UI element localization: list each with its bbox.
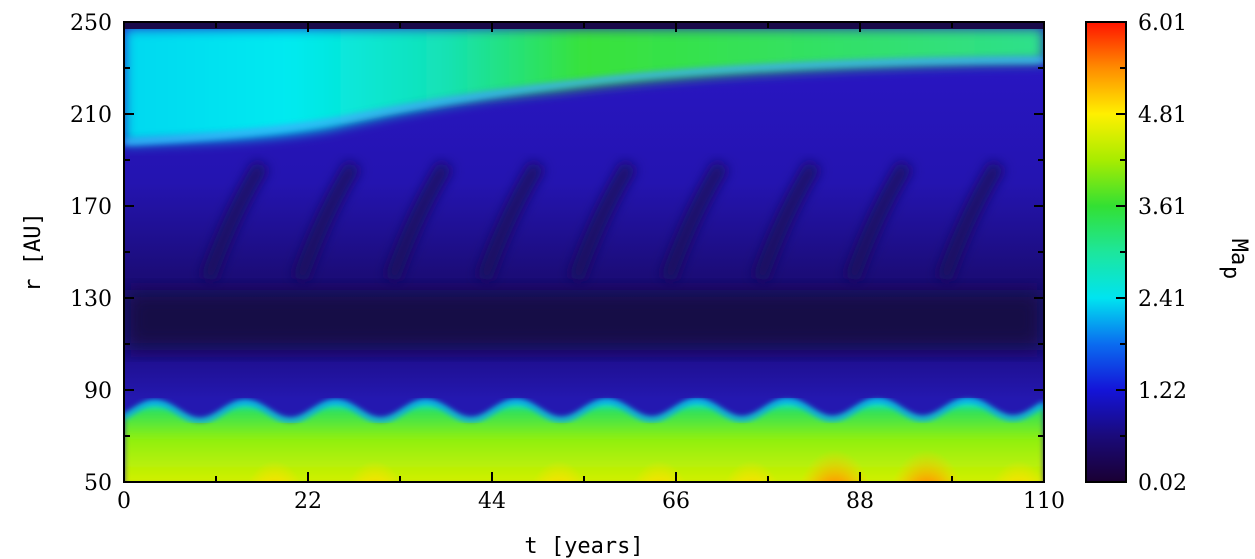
y-tick-label: 170 xyxy=(70,195,112,220)
x-tick-label: 110 xyxy=(1023,489,1065,514)
colorbar-tick-label: 6.01 xyxy=(1138,11,1187,36)
heatmap-image xyxy=(124,22,1044,482)
y-tick-label: 130 xyxy=(70,287,112,312)
colorbar-label: Ma xyxy=(1226,239,1251,266)
colorbar-ticks: 0.02 1.22 2.41 3.61 4.81 6.01 xyxy=(1116,11,1187,496)
colorbar-tick-label: 4.81 xyxy=(1138,103,1187,128)
x-tick-label: 0 xyxy=(117,489,131,514)
y-axis-title: r [AU] xyxy=(21,212,46,291)
colorbar-title: Ma p xyxy=(1218,239,1251,280)
axis-ticks: 0 22 44 66 88 110 50 90 130 170 210 250 xyxy=(70,11,1065,514)
y-tick-label: 210 xyxy=(70,103,112,128)
y-tick-label: 90 xyxy=(84,379,112,404)
x-tick-label: 88 xyxy=(846,489,874,514)
y-tick-label: 250 xyxy=(70,11,112,36)
colorbar-tick-label: 3.61 xyxy=(1138,195,1187,220)
colorbar-label-subscript: p xyxy=(1218,266,1243,279)
x-tick-label: 22 xyxy=(294,489,322,514)
colorbar xyxy=(1086,22,1126,482)
x-tick-label: 44 xyxy=(478,489,506,514)
colorbar-tick-label: 1.22 xyxy=(1138,379,1187,404)
colorbar-tick-label: 0.02 xyxy=(1138,471,1187,496)
y-tick-label: 50 xyxy=(84,471,112,496)
x-tick-label: 66 xyxy=(662,489,690,514)
colorbar-tick-label: 2.41 xyxy=(1138,287,1187,312)
x-axis-title: t [years] xyxy=(524,534,643,559)
